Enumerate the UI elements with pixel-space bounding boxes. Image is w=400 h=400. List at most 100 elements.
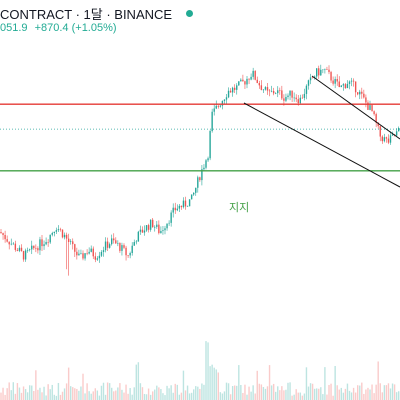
volume-bar [72,387,74,400]
candle-body [211,111,213,132]
volume-bar [106,382,109,400]
candle-body [47,242,49,243]
candle-body [172,207,174,213]
volume-bar [266,386,269,400]
volume-bar [166,385,168,400]
candle-body [26,250,29,251]
candle-body [45,242,47,245]
candle-body [98,255,101,259]
volume-bar [82,373,84,400]
volume-bar [197,386,199,400]
candle-body [94,256,96,260]
candle-body [338,81,340,88]
symbol-header: CONTRACT · 1달 · BINANCE [0,4,194,23]
candle-body [264,87,267,90]
volume-bar [272,383,275,400]
volume-bar [338,389,340,400]
symbol-title: CONTRACT · 1달 · BINANCE [0,7,173,22]
candle-body [266,87,269,91]
volume-bar [80,386,82,400]
candle-body [344,84,347,89]
candle-body [22,251,25,260]
volume-bar [96,390,99,400]
volume-bar [199,388,201,400]
volume-bar [375,384,377,400]
volume-bar [231,386,234,400]
volume-bar [111,387,113,400]
candle-body [318,68,320,76]
volume-bar [156,385,158,400]
volume-bar [387,383,390,400]
volume-bar [363,393,365,400]
volume-bar [61,391,64,400]
candle-body [223,99,226,101]
volume-bar [162,393,164,400]
volume-bar [383,385,386,400]
candle-body [217,105,219,107]
volume-bar [31,385,33,400]
volume-bar [0,392,2,400]
candle-body [379,126,381,137]
candle-body [2,233,4,235]
volume-bar [39,387,41,400]
volume-bar [51,384,53,400]
candle-body [158,224,160,234]
volume-bar [320,387,322,400]
volume-bar [385,385,388,400]
volume-bar [131,394,133,400]
candle-body [129,252,131,256]
candle-body [152,219,154,228]
candle-body [104,241,107,251]
candle-body [113,238,115,241]
candle-body [350,80,353,82]
volume-bar [217,372,219,400]
volume-bar [344,388,347,400]
candle-body [307,80,310,86]
volume-bar [16,383,19,400]
candle-body [63,234,66,238]
volume-bar [219,392,222,400]
volume-bar [307,386,310,400]
candle-body [354,81,357,93]
volume-bar [365,389,367,400]
volume-bar [203,384,205,400]
candle-body [131,245,133,253]
volume-bar [6,388,8,400]
candle-body [205,160,207,168]
volume-bar [270,385,273,400]
candle-body [357,92,359,95]
candle-body [193,192,195,195]
volume-bar [147,388,150,400]
candle-body [125,247,127,256]
volume-bar [371,384,373,400]
volume-bar [182,370,185,400]
volume-bar [195,386,197,400]
candle-body [395,131,398,136]
candle-body [160,231,162,234]
candle-body [297,99,299,104]
candle-body [346,83,349,89]
candle-body [59,229,62,230]
volume-bar [395,392,398,400]
volume-bar [209,366,211,400]
candle-body [336,79,338,82]
candle-body [86,253,88,254]
candle-body [238,81,240,86]
volume-bar [334,365,336,400]
volume-bar [53,394,55,400]
candle-body [164,228,166,231]
volume-bar [88,391,90,400]
candle-body [154,226,156,228]
candle-body [293,97,295,99]
candle-body [272,90,275,94]
candle-body [244,81,246,85]
volume-bar [94,388,96,400]
volume-bar [12,382,14,400]
candle-body [326,69,328,70]
volume-bar [149,394,152,400]
candle-body [299,97,301,104]
candle-body [281,90,283,99]
candle-body [301,97,304,99]
candle-body [195,187,197,193]
